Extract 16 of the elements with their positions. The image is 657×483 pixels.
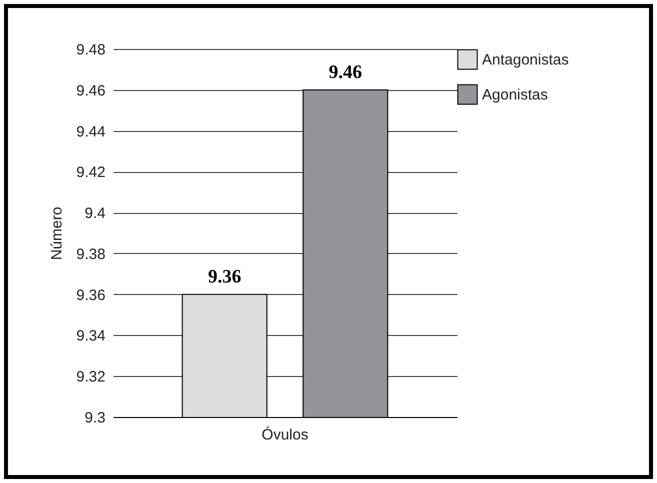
data-label: 9.46 xyxy=(328,62,362,83)
y-axis-title: Número xyxy=(48,206,66,260)
legend-label: Agonistas xyxy=(482,86,548,104)
y-tick-label: 9.32 xyxy=(76,368,106,386)
y-tick-label: 9.44 xyxy=(76,123,106,140)
y-tick-label: 9.48 xyxy=(76,42,106,58)
y-tick-label: 9.3 xyxy=(84,410,106,426)
legend-label: Antagonistas xyxy=(482,52,569,68)
x-tick-label: Óvulos xyxy=(262,426,308,444)
y-tick-label: 9.42 xyxy=(76,164,106,182)
y-tick-label: 9.34 xyxy=(76,328,106,345)
data-label: 9.36 xyxy=(208,266,242,288)
y-tick-label: 9.36 xyxy=(76,286,106,304)
y-tick-label: 9.4 xyxy=(84,205,106,222)
y-tick-label: 9.38 xyxy=(76,246,106,263)
y-tick-label: 9.46 xyxy=(76,82,106,100)
